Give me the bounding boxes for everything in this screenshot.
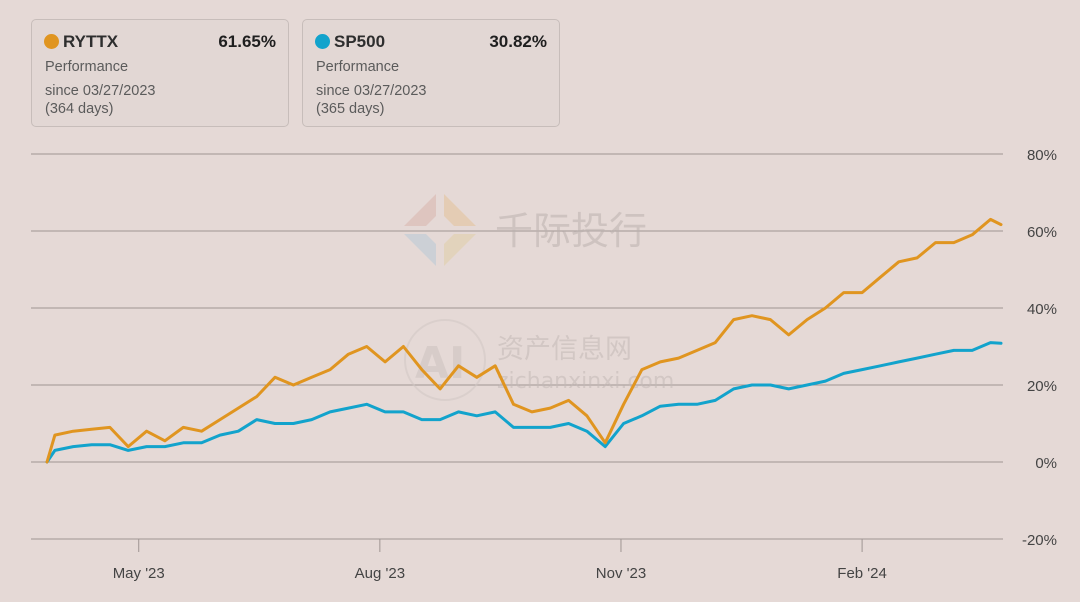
y-axis: 80% 60% 40% 20% 0% -20% (1022, 147, 1057, 549)
card-label: Performance (45, 59, 129, 75)
watermark-logo-text: AI (415, 338, 465, 389)
chart-grid (31, 153, 1003, 540)
summary-card-ryttx: RYTTX 61.65% Performance since 03/27/202… (31, 19, 289, 127)
card-performance-value: 30.82% (489, 32, 547, 51)
y-tick-label: -20% (1022, 532, 1057, 549)
series-line-ryttx (45, 217, 1003, 464)
series-line-sp500 (45, 341, 1003, 464)
card-label: Performance (316, 59, 400, 75)
card-since: since 03/27/2023 (316, 83, 427, 99)
watermark-circle-icon (404, 319, 486, 401)
series-dot-icon (315, 34, 330, 49)
series-dot-icon (44, 34, 59, 49)
card-performance-value: 61.65% (218, 32, 276, 51)
watermark-text-main: 千际投行 (495, 209, 647, 253)
card-days: (364 days) (45, 101, 114, 117)
watermark: 千际投行 AI 资产信息网 zichanxinxi.com (404, 194, 674, 401)
watermark-logo-icon (404, 194, 476, 266)
x-tick-label: Nov '23 (596, 565, 646, 582)
y-tick-label: 80% (1027, 147, 1057, 164)
watermark-text-url: zichanxinxi.com (497, 369, 674, 394)
x-tick-label: May '23 (113, 565, 165, 582)
card-ticker: SP500 (334, 32, 386, 51)
watermark-text-cn: 资产信息网 (497, 334, 632, 365)
x-axis: May '23 Aug '23 Nov '23 Feb '24 (113, 539, 887, 582)
y-tick-label: 0% (1035, 455, 1057, 472)
y-tick-label: 20% (1027, 378, 1057, 395)
summary-card-sp500: SP500 30.82% Performance since 03/27/202… (302, 19, 560, 127)
y-tick-label: 60% (1027, 224, 1057, 241)
y-tick-label: 40% (1027, 301, 1057, 318)
x-tick-label: Aug '23 (355, 565, 405, 582)
chart-series (45, 217, 1003, 464)
card-ticker: RYTTX (63, 32, 119, 51)
x-tick-label: Feb '24 (837, 565, 887, 582)
card-since: since 03/27/2023 (45, 83, 156, 99)
card-days: (365 days) (316, 101, 385, 117)
